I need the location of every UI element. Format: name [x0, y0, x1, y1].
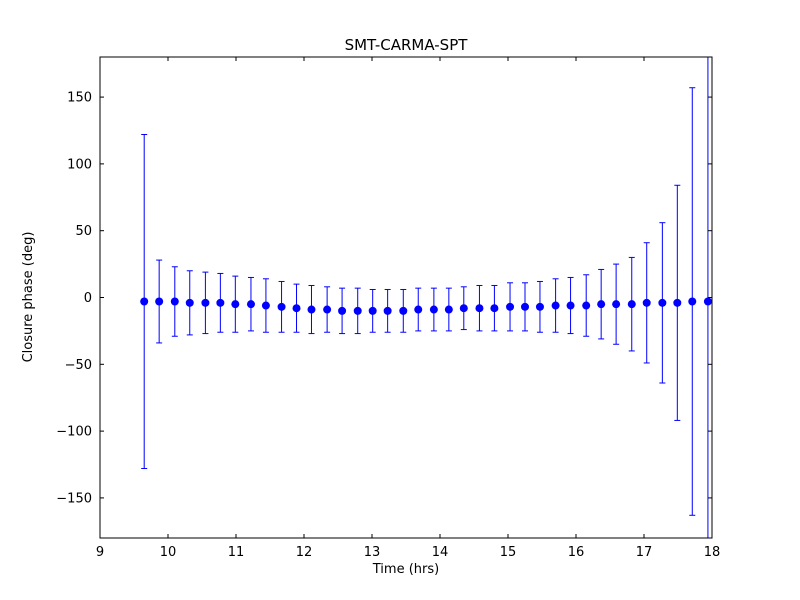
- data-point: [597, 300, 606, 309]
- data-point: [429, 305, 438, 314]
- data-point: [368, 306, 377, 315]
- data-point: [201, 298, 210, 307]
- ticks-group: 9 10 11 12 13 14 15 16 17 18 −150 −100 −50 0 50 100 150: [56, 57, 720, 560]
- x-tick-label: 15: [500, 545, 517, 560]
- x-tick-label: 16: [568, 545, 585, 560]
- data-point: [444, 305, 453, 314]
- series-group: [140, 57, 712, 538]
- data-point: [703, 297, 712, 306]
- y-tick-label: 0: [84, 291, 92, 306]
- data-point: [140, 297, 149, 306]
- data-point: [353, 306, 362, 315]
- data-point: [399, 306, 408, 315]
- data-point: [185, 298, 194, 307]
- data-point: [459, 304, 468, 313]
- data-point: [414, 305, 423, 314]
- data-point: [642, 298, 651, 307]
- x-tick-label: 11: [228, 545, 245, 560]
- data-point: [338, 306, 347, 315]
- data-point: [307, 305, 316, 314]
- y-tick-label: 150: [67, 91, 92, 106]
- data-point: [231, 300, 240, 309]
- data-point: [535, 302, 544, 311]
- data-point: [323, 305, 332, 314]
- data-point: [277, 302, 286, 311]
- data-point: [658, 298, 667, 307]
- x-tick-label: 12: [296, 545, 313, 560]
- data-point: [475, 304, 484, 313]
- x-tick-label: 17: [636, 545, 653, 560]
- data-point: [383, 306, 392, 315]
- data-point: [490, 304, 499, 313]
- plot-area: 9 10 11 12 13 14 15 16 17 18 −150 −100 −50 0 50 100 150: [56, 56, 720, 560]
- y-axis-label: Closure phase (deg): [21, 232, 36, 363]
- chart-title: SMT-CARMA-SPT: [345, 36, 469, 54]
- data-point: [566, 301, 575, 310]
- x-tick-label: 14: [432, 545, 449, 560]
- x-tick-label: 9: [96, 545, 104, 560]
- x-axis-label: Time (hrs): [372, 562, 439, 577]
- data-point: [551, 301, 560, 310]
- data-point: [155, 297, 164, 306]
- data-point: [627, 300, 636, 309]
- data-point: [612, 300, 621, 309]
- data-point: [582, 301, 591, 310]
- data-point: [506, 302, 515, 311]
- data-point: [521, 302, 529, 311]
- x-tick-label: 13: [364, 545, 381, 560]
- plot-border: [99, 56, 713, 539]
- data-point: [261, 301, 270, 310]
- y-tick-label: −50: [65, 358, 92, 373]
- data-point: [673, 298, 682, 307]
- y-tick-label: −100: [56, 425, 92, 440]
- data-point: [216, 298, 225, 307]
- data-point: [688, 297, 697, 306]
- y-tick-label: 50: [75, 224, 92, 239]
- y-tick-label: −150: [56, 491, 92, 506]
- x-tick-label: 18: [704, 545, 721, 560]
- x-tick-label: 10: [160, 545, 177, 560]
- data-point: [292, 304, 301, 313]
- data-point: [246, 300, 255, 309]
- y-tick-label: 100: [67, 157, 92, 172]
- data-point: [170, 297, 179, 306]
